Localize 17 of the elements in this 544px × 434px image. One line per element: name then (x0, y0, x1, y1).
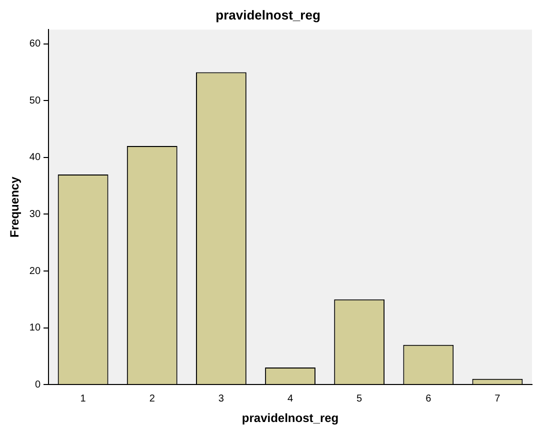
y-axis-title: Frequency (8, 176, 22, 238)
x-tick-label: 5 (356, 393, 363, 404)
y-tick-label: 0 (34, 379, 41, 390)
y-tick-label: 20 (29, 266, 41, 277)
y-tick-label: 60 (29, 38, 41, 50)
x-tick-label: 7 (494, 393, 501, 404)
chart-title: pravidelnost_reg (216, 7, 320, 22)
y-tick-label: 30 (29, 208, 41, 220)
x-tick-label: 1 (80, 393, 86, 404)
x-tick-label: 2 (149, 393, 156, 404)
x-tick-label: 6 (426, 393, 432, 404)
y-tick-label: 40 (29, 152, 41, 164)
x-tick-label: 3 (218, 393, 224, 404)
y-tick-label: 50 (29, 95, 41, 106)
y-tick-label: 10 (29, 322, 41, 334)
x-tick-label: 4 (287, 393, 294, 404)
x-axis-title: pravidelnost_reg (242, 411, 339, 426)
